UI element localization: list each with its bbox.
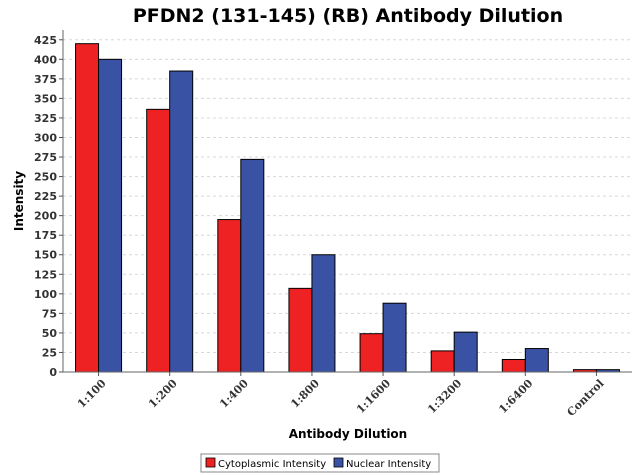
legend-swatch [205,457,216,468]
axes [62,30,632,373]
y-tick-label: 200 [34,210,57,223]
x-tick-label: 1:400 [217,377,251,411]
bar-nuclear [98,58,123,373]
y-tick-label: 325 [34,112,57,125]
y-tick-label: 300 [34,131,57,144]
y-tick-label: 100 [34,288,57,301]
y-tick-label: 75 [42,307,57,320]
x-tick-label: 1:800 [288,377,322,411]
x-tick-label: 1:200 [146,377,180,411]
bar-cytoplasmic [288,287,313,373]
chart-title: PFDN2 (131-145) (RB) Antibody Dilution [133,5,563,27]
gridlines [63,39,632,353]
y-tick-label: 400 [34,53,57,66]
y-tick-label: 125 [34,268,57,281]
bar-cytoplasmic [501,358,526,373]
y-axis-label: Intensity [12,171,26,231]
bar-cytoplasmic [430,350,455,373]
bar-nuclear [169,70,194,373]
bar-nuclear [382,302,407,373]
x-ticks: 1:100 1:200 1:400 1:800 1:1600 1:3200 1:6400 Co… [75,372,607,419]
y-tick-label: 275 [34,151,57,164]
bar-cytoplasmic [146,108,171,373]
y-ticks: 0 25 50 75 100 125 150 175 200 225 250 275 300 325 350… [34,34,63,379]
y-tick-label: 25 [42,346,57,359]
bar-nuclear [453,331,478,373]
legend-label: Cytoplasmic Intensity [218,459,326,470]
x-tick-label: 1:3200 [425,377,464,416]
x-tick-label: Control [564,377,606,419]
y-tick-label: 225 [34,190,57,203]
y-tick-label: 175 [34,229,57,242]
bar-nuclear [524,348,549,373]
y-tick-label: 375 [34,73,57,86]
y-tick-label: 50 [42,327,58,340]
bar-cytoplasmic [359,333,384,373]
x-tick-label: 1:6400 [496,377,535,416]
bar-cytoplasmic [217,219,242,373]
legend: Cytoplasmic Intensity Nuclear Intensity [200,453,440,473]
x-axis-label: Antibody Dilution [289,427,407,441]
y-tick-label: 0 [49,366,57,379]
bar-nuclear [240,158,265,373]
x-tick-label: 1:100 [75,377,109,411]
y-tick-label: 150 [34,249,57,262]
legend-label: Nuclear Intensity [346,459,431,470]
y-tick-label: 350 [34,92,57,105]
bars [75,43,620,373]
y-tick-label: 250 [34,171,57,184]
bar-cytoplasmic [75,43,100,373]
x-tick-label: 1:1600 [354,377,393,416]
legend-swatch [333,457,344,468]
legend-box [200,453,440,473]
bar-nuclear [311,254,336,373]
y-tick-label: 425 [34,34,57,47]
